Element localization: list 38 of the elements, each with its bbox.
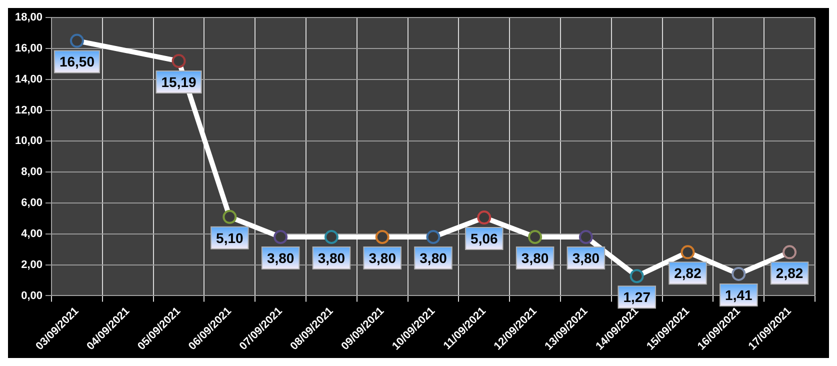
data-label: 3,80 xyxy=(420,250,448,266)
point xyxy=(732,266,746,281)
data-label: 1,41 xyxy=(725,286,752,303)
point xyxy=(274,230,288,244)
point xyxy=(426,230,440,244)
y-tick-label: 14,00 xyxy=(14,73,43,86)
y-tick-label: 2,00 xyxy=(21,258,43,271)
point xyxy=(477,210,492,225)
point xyxy=(70,34,84,48)
y-tick-label: 18,00 xyxy=(14,12,43,24)
y-tick-label: 4,00 xyxy=(21,228,43,240)
point xyxy=(528,230,542,244)
y-tick-label: 12,00 xyxy=(14,104,43,116)
data-label: 3,80 xyxy=(266,250,294,266)
data-label: 3,80 xyxy=(572,250,600,266)
data-label: 5,10 xyxy=(216,230,244,246)
y-tick-label: 16,00 xyxy=(14,42,43,55)
data-label: 16,50 xyxy=(59,54,95,70)
data-label: 2,82 xyxy=(776,265,804,282)
data-label: 15,19 xyxy=(161,74,196,90)
y-tick-label: 6,00 xyxy=(21,197,43,210)
data-label: 1,27 xyxy=(623,288,651,305)
y-tick-label: 10,00 xyxy=(14,135,43,148)
y-tick-label: 8,00 xyxy=(21,166,43,178)
y-tick-label: 0,00 xyxy=(21,290,43,302)
point xyxy=(375,230,390,244)
point xyxy=(782,245,797,260)
data-label: 2,82 xyxy=(674,265,702,282)
point xyxy=(630,269,644,284)
data-label: 3,80 xyxy=(318,250,346,266)
point xyxy=(324,230,338,244)
data-label: 5,06 xyxy=(470,230,498,246)
point xyxy=(680,245,695,260)
point xyxy=(578,230,593,244)
data-label: 3,80 xyxy=(521,250,549,266)
point xyxy=(222,210,237,224)
point xyxy=(172,54,186,68)
data-label: 3,80 xyxy=(368,250,396,266)
